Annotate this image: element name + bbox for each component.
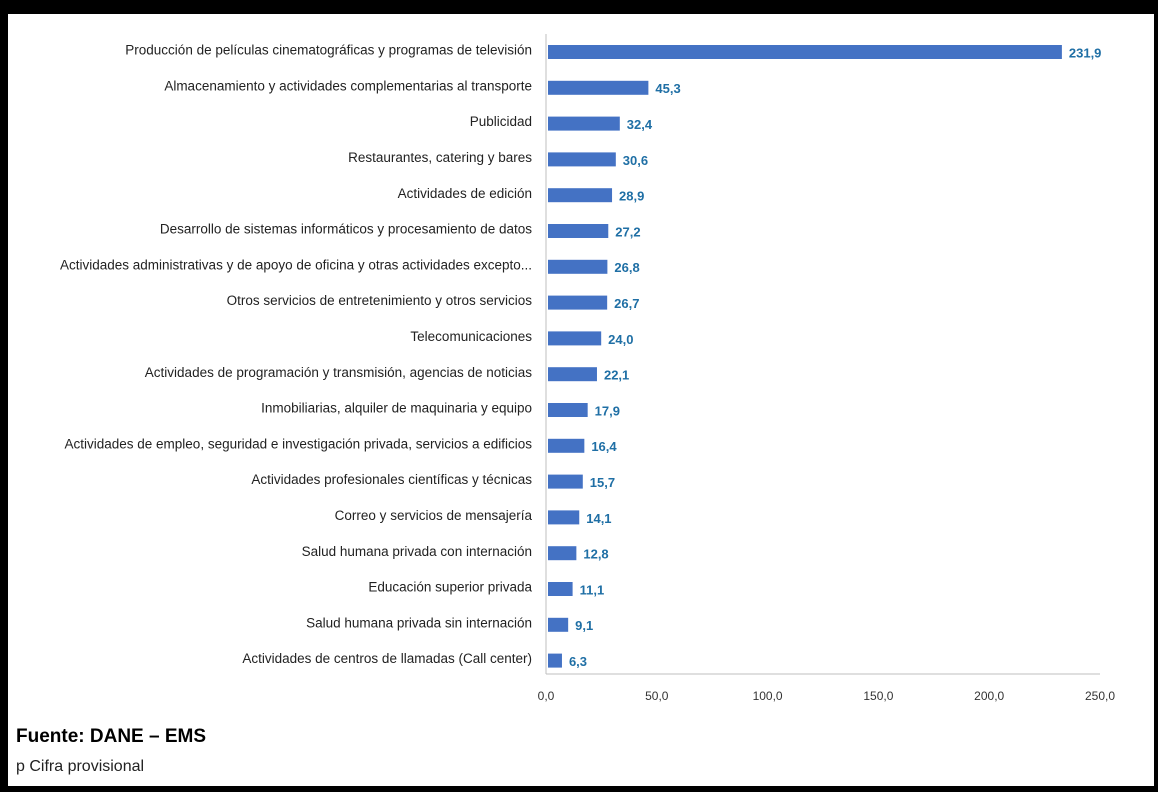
data-label: 231,9 — [1069, 45, 1102, 60]
bar — [548, 259, 608, 274]
bar — [548, 582, 573, 596]
bar — [548, 617, 569, 632]
bar — [548, 331, 602, 346]
data-label: 26,8 — [614, 260, 639, 275]
data-label: 27,2 — [615, 224, 640, 239]
bar — [548, 224, 609, 238]
data-label: 6,3 — [569, 654, 587, 669]
data-label: 16,4 — [591, 439, 617, 454]
data-label: 17,9 — [595, 403, 620, 418]
data-label: 28,9 — [619, 189, 644, 204]
bar — [548, 367, 597, 382]
category-label: Restaurantes, catering y bares — [348, 150, 532, 165]
bars-layer: Producción de películas cinematográficas… — [60, 43, 1101, 669]
category-label: Otros servicios de entretenimiento y otr… — [227, 293, 533, 308]
category-label: Telecomunicaciones — [410, 329, 532, 344]
bar — [548, 653, 562, 668]
bar — [548, 152, 616, 167]
bar — [548, 295, 608, 310]
bar — [548, 438, 585, 453]
data-label: 26,7 — [614, 296, 639, 311]
bar — [548, 188, 613, 203]
x-tick-label: 250,0 — [1085, 689, 1115, 703]
data-label: 12,8 — [583, 547, 608, 562]
data-label: 22,1 — [604, 368, 629, 383]
category-label: Desarrollo de sistemas informáticos y pr… — [160, 222, 532, 237]
category-label: Salud humana privada sin internación — [306, 615, 532, 630]
provisional-note: p Cifra provisional — [16, 758, 145, 775]
category-label: Almacenamiento y actividades complementa… — [164, 78, 532, 93]
source-text: Fuente: DANE – EMS — [16, 726, 207, 747]
data-label: 32,4 — [627, 117, 653, 132]
bar — [548, 546, 577, 561]
x-tick-label: 50,0 — [645, 689, 669, 703]
x-tick-label: 200,0 — [974, 689, 1004, 703]
data-label: 30,6 — [623, 153, 648, 168]
bar — [548, 403, 588, 417]
category-label: Actividades administrativas y de apoyo d… — [60, 257, 532, 272]
x-axis: 0,0 50,0 100,0 150,0 200,0 250,0 — [538, 34, 1115, 703]
x-tick-label: 150,0 — [863, 689, 893, 703]
category-label: Actividades de centros de llamadas (Call… — [242, 651, 532, 666]
category-label: Actividades profesionales científicas y … — [251, 472, 532, 487]
bar — [548, 80, 649, 95]
bar — [548, 510, 580, 525]
category-label: Inmobiliarias, alquiler de maquinaria y … — [261, 401, 532, 416]
category-label: Producción de películas cinematográficas… — [125, 43, 532, 58]
data-label: 15,7 — [590, 475, 615, 490]
category-label: Actividades de programación y transmisió… — [145, 365, 532, 380]
category-label: Correo y servicios de mensajería — [335, 508, 533, 523]
category-label: Salud humana privada con internación — [302, 544, 532, 559]
x-tick-label: 100,0 — [753, 689, 783, 703]
category-label: Educación superior privada — [368, 580, 532, 595]
bar — [548, 116, 620, 131]
data-label: 14,1 — [586, 511, 611, 526]
bar — [548, 45, 1062, 59]
data-label: 11,1 — [580, 582, 605, 597]
data-label: 24,0 — [608, 332, 633, 347]
category-label: Publicidad — [470, 114, 532, 129]
bar — [548, 474, 583, 489]
data-label: 45,3 — [655, 81, 680, 96]
category-label: Actividades de empleo, seguridad e inves… — [64, 436, 532, 451]
data-label: 9,1 — [575, 618, 593, 633]
x-tick-label: 0,0 — [538, 689, 555, 703]
category-label: Actividades de edición — [398, 186, 532, 201]
